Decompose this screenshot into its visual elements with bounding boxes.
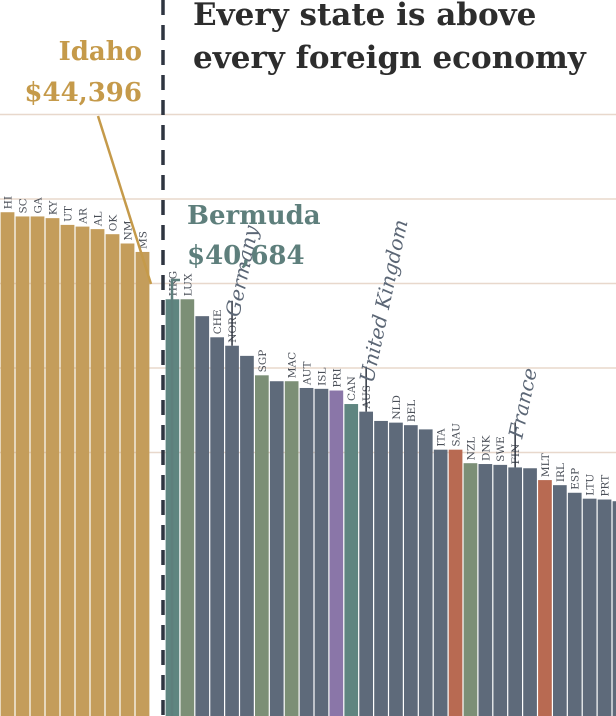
bar xyxy=(314,388,329,716)
bar-label: PRT xyxy=(600,475,612,497)
country-annotation: France xyxy=(503,366,542,442)
bar xyxy=(344,404,359,716)
bar-label: ITA xyxy=(436,428,448,447)
bar xyxy=(448,449,463,716)
bar-label: KY xyxy=(48,200,60,216)
bar-label: AUS xyxy=(361,385,373,410)
bar xyxy=(508,467,522,716)
bar-label: FIN xyxy=(510,444,522,465)
bar xyxy=(75,226,90,716)
bar-label: AR xyxy=(78,207,90,225)
bar-label: SGP xyxy=(257,350,269,373)
idaho-leader-line xyxy=(96,115,153,285)
bar-label: CAN xyxy=(346,376,358,401)
idaho-callout-name: Idaho xyxy=(59,37,142,67)
bar xyxy=(195,316,210,716)
bar xyxy=(463,463,478,716)
bar-label: MLT xyxy=(540,453,552,477)
bar xyxy=(210,337,224,716)
bar-label: PRI xyxy=(331,368,343,387)
bar xyxy=(255,375,269,716)
bars xyxy=(0,212,616,716)
bar xyxy=(15,216,30,716)
bar-label: AL xyxy=(93,212,105,228)
country-annotation: United Kingdom xyxy=(355,217,413,384)
bar xyxy=(359,411,373,716)
bar xyxy=(374,420,388,716)
bar-label: MS xyxy=(138,231,150,249)
bar xyxy=(418,429,433,716)
bar-label: IRL xyxy=(555,463,567,482)
bar xyxy=(597,499,612,716)
bar-label: BEL xyxy=(406,400,418,422)
bar-label: POL xyxy=(614,476,616,499)
bar-label: ISL xyxy=(316,367,328,385)
bar xyxy=(493,464,508,716)
idaho-callout-value: $44,396 xyxy=(24,78,142,108)
bar-label: MAC xyxy=(287,352,299,378)
bar xyxy=(135,251,150,716)
bar xyxy=(180,299,195,716)
bar xyxy=(538,480,552,716)
bar-label: NLD xyxy=(391,395,403,420)
bar xyxy=(90,229,105,716)
bar xyxy=(582,498,597,716)
bar xyxy=(299,387,314,716)
bermuda-bracket xyxy=(170,278,180,716)
bar xyxy=(329,390,344,716)
bar-label: HKG xyxy=(167,271,179,296)
bar xyxy=(567,492,582,716)
bar xyxy=(45,218,60,716)
bar xyxy=(120,243,135,716)
bar xyxy=(284,381,299,716)
bar xyxy=(240,355,254,716)
bar xyxy=(389,422,403,716)
bermuda-callout-name: Bermuda xyxy=(187,201,321,231)
bar-label: OK xyxy=(108,215,120,232)
bar xyxy=(269,381,284,716)
bermuda-callout-value: $40,684 xyxy=(187,241,305,271)
bar-label: UT xyxy=(63,206,75,222)
bar-label: SC xyxy=(18,198,30,213)
heading-line-1: Every state is above xyxy=(193,0,536,33)
bar-label: AUT xyxy=(302,362,314,386)
bar xyxy=(225,345,239,716)
bar xyxy=(612,501,616,716)
bar xyxy=(0,212,15,716)
bar-label: LTU xyxy=(585,474,597,496)
bar xyxy=(30,216,45,716)
bar-label: GA xyxy=(33,197,45,213)
heading-line-2: every foreign economy xyxy=(193,40,587,76)
bar xyxy=(105,234,120,716)
bar xyxy=(433,449,448,716)
bar xyxy=(478,464,493,716)
bar xyxy=(553,485,567,716)
bar xyxy=(60,224,75,716)
bar-label: LUX xyxy=(182,273,194,296)
bar-label: NZL xyxy=(465,437,477,460)
bar-label: CHE xyxy=(212,309,224,334)
bar-label: ESP xyxy=(570,468,582,490)
bar-label: NOR xyxy=(227,316,239,343)
bar-label: HI xyxy=(3,196,15,209)
bar xyxy=(523,468,537,716)
bar xyxy=(404,425,418,716)
bar-label: SAU xyxy=(451,423,463,447)
bar-label: SWE xyxy=(495,436,507,462)
bar-label: DNK xyxy=(480,435,492,461)
